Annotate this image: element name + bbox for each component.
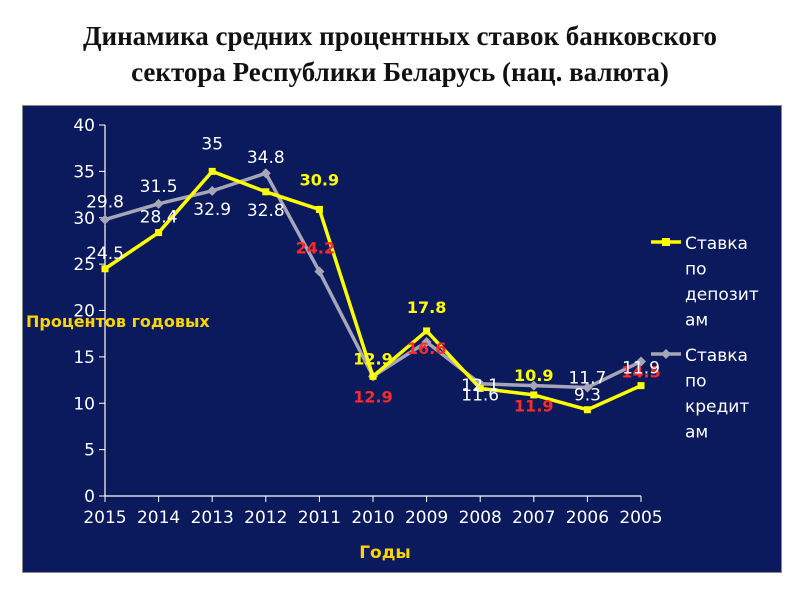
- x-tick-label: 2007: [512, 508, 555, 528]
- legend-deposit-label: по: [685, 260, 707, 280]
- credit-data-label: 32.9: [193, 200, 231, 220]
- deposit-data-label: 11.6: [461, 385, 499, 405]
- x-tick-label: 2013: [191, 508, 234, 528]
- credit-point: [207, 185, 218, 196]
- x-tick-label: 2005: [619, 508, 662, 528]
- legend-credit-swatch-marker: [661, 349, 671, 359]
- x-tick-label: 2012: [244, 508, 287, 528]
- deposit-data-label: 30.9: [300, 170, 339, 189]
- credit-point: [314, 266, 325, 277]
- credit-point: [636, 356, 646, 367]
- deposit-point: [423, 327, 431, 335]
- legend-credit-label: кредит: [685, 397, 749, 417]
- credit-data-label: 14.5: [621, 363, 660, 382]
- deposit-data-label: 35: [201, 134, 223, 154]
- credit-point: [153, 198, 164, 209]
- deposit-data-label: 12.9: [353, 349, 392, 368]
- x-axis-title: Годы: [359, 543, 411, 563]
- legend-deposit-swatch-marker: [662, 238, 670, 246]
- deposit-point: [101, 265, 109, 273]
- chart-title-line-2: сектора Республики Беларусь (нац. валюта…: [131, 57, 669, 87]
- deposit-point: [208, 167, 216, 175]
- legend-deposit-label: ам: [685, 311, 708, 331]
- deposit-point: [476, 384, 484, 392]
- y-tick-label: 20: [73, 302, 95, 322]
- credit-point: [260, 168, 271, 179]
- y-tick-label: 35: [73, 162, 95, 182]
- credit-data-label: 29.8: [86, 193, 124, 213]
- x-tick-label: 2015: [83, 508, 126, 528]
- x-tick-label: 2006: [566, 508, 609, 528]
- y-tick-label: 40: [73, 116, 95, 136]
- chart-title: Динамика средних процентных ставок банко…: [0, 18, 800, 90]
- deposit-data-label: 17.8: [407, 298, 446, 317]
- credit-point: [421, 337, 432, 348]
- credit-data-label: 31.5: [140, 177, 178, 197]
- chart-title-line-1: Динамика средних процентных ставок банко…: [82, 21, 718, 51]
- deposit-point: [637, 382, 645, 390]
- deposit-data-label: 9.3: [574, 386, 601, 406]
- deposit-data-label: 11.9: [622, 359, 660, 379]
- credit-data-label: 11.7: [568, 368, 606, 388]
- credit-data-label: 24.2: [296, 239, 335, 258]
- x-tick-label: 2014: [137, 508, 180, 528]
- y-tick-label: 10: [73, 394, 95, 414]
- credit-point: [100, 214, 110, 225]
- deposit-data-label: 24.5: [86, 244, 124, 264]
- y-tick-label: 30: [73, 209, 95, 229]
- deposit-point: [155, 229, 163, 237]
- credit-data-label: 34.8: [247, 148, 285, 168]
- x-tick-label: 2009: [405, 508, 448, 528]
- credit-point: [582, 382, 593, 393]
- deposit-data-label: 28.4: [140, 208, 178, 228]
- x-tick-label: 2008: [459, 508, 502, 528]
- y-tick-label: 0: [84, 487, 95, 507]
- legend-deposit-label: депозит: [685, 285, 759, 305]
- legend-credit-label: по: [685, 372, 707, 392]
- deposit-data-label: 10.9: [514, 366, 553, 385]
- deposit-data-label: 32.8: [247, 201, 285, 221]
- y-axis-title: Процентов годовых: [26, 312, 210, 331]
- x-tick-label: 2010: [351, 508, 394, 528]
- credit-data-label: 12.9: [353, 387, 392, 406]
- legend-credit-label: Ставка: [685, 346, 748, 366]
- credit-data-label: 12.1: [461, 376, 499, 396]
- credit-data-label: 16.6: [407, 339, 446, 358]
- legend-deposit-label: Ставка: [685, 234, 748, 254]
- y-tick-label: 15: [73, 348, 95, 368]
- legend-credit-label: ам: [685, 423, 708, 443]
- chart-panel: 0 5 10 15 20 25 30 35 40 2015 2014 2013 2012 2011 2010…: [22, 105, 782, 573]
- deposit-point: [583, 406, 591, 414]
- x-tick-label: 2011: [298, 508, 341, 528]
- y-tick-label: 25: [73, 255, 95, 275]
- y-tick-label: 5: [84, 441, 95, 461]
- deposit-point: [369, 372, 377, 380]
- deposit-point: [315, 205, 323, 213]
- line-chart: 0 5 10 15 20 25 30 35 40 2015 2014 2013 2012 2011 2010…: [26, 116, 759, 563]
- deposit-point: [262, 188, 270, 196]
- credit-point: [528, 380, 539, 391]
- deposit-point: [530, 391, 538, 399]
- credit-data-label: 11.9: [514, 397, 553, 416]
